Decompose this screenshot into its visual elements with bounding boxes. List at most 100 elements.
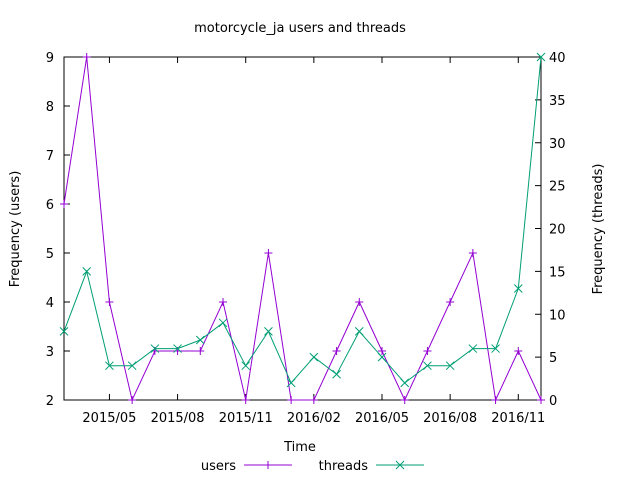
data-point-threads: [82, 267, 92, 276]
x-marker-b: [309, 352, 319, 362]
data-point-users: [400, 396, 409, 404]
x-marker-b: [423, 361, 432, 371]
data-point-users: [82, 53, 91, 61]
data-point-users: [514, 347, 523, 355]
x-marker-b: [491, 344, 500, 353]
x-marker-b: [354, 327, 364, 336]
x-marker-b: [218, 318, 228, 328]
chart-title: motorcycle_ja users and threads: [194, 21, 406, 36]
x-marker-b: [445, 361, 455, 371]
x-marker-b: [513, 284, 523, 293]
x-marker-b: [241, 361, 251, 371]
y-right-tick-label: 20: [549, 223, 566, 238]
data-point-users: [468, 249, 477, 257]
series-threads: [59, 52, 546, 388]
y-axis-left-label: Frequency (users): [8, 171, 23, 288]
data-point-threads: [173, 344, 182, 353]
data-point-users: [196, 347, 205, 355]
y-left-tick-label: 7: [46, 149, 54, 164]
y-left-tick-label: 2: [46, 394, 54, 409]
series-line-threads: [63, 56, 542, 384]
data-point-users: [309, 396, 318, 404]
y-left-tick-label: 6: [46, 198, 54, 213]
data-point-threads: [491, 344, 500, 353]
data-point-users: [355, 298, 364, 306]
data-point-threads: [445, 361, 455, 371]
data-point-users: [60, 200, 68, 208]
x-tick-label: 2016/11: [491, 411, 545, 426]
x-tick-label: 2016/08: [423, 411, 477, 426]
legend-marker-threads: [395, 460, 405, 470]
y-right-tick-label: 10: [549, 308, 566, 323]
x-tick-label: 2015/08: [151, 411, 205, 426]
x-marker-b: [173, 344, 182, 353]
y-right-tick-label: 15: [549, 265, 566, 280]
legend-marker-users: [264, 461, 272, 469]
data-point-users: [287, 396, 296, 404]
y-left-tick-label: 4: [46, 296, 54, 311]
x-marker-b: [127, 361, 137, 371]
legend-label-threads: threads: [319, 459, 369, 474]
y-right-tick-label: 40: [549, 51, 566, 66]
data-point-threads: [536, 52, 546, 62]
y-right-tick-label: 30: [549, 137, 566, 152]
data-point-threads: [105, 361, 114, 371]
data-point-threads: [195, 335, 205, 345]
y-axis-right-label: Frequency (threads): [591, 164, 606, 295]
x-marker-b: [150, 344, 160, 353]
data-point-threads: [127, 361, 137, 371]
data-point-threads: [241, 361, 251, 371]
plot-axes: [63, 56, 542, 401]
data-point-threads: [513, 284, 523, 293]
x-tick-label: 2015/11: [219, 411, 273, 426]
data-point-threads: [286, 378, 296, 388]
y-right-tick-label: 35: [549, 94, 566, 109]
x-marker-b: [395, 460, 405, 470]
y-right-tick-label: 0: [549, 394, 557, 409]
data-point-threads: [218, 318, 228, 328]
data-point-threads: [354, 327, 364, 336]
data-point-users: [378, 347, 386, 355]
data-point-threads: [423, 361, 432, 371]
x-tick-label: 2016/05: [355, 411, 409, 426]
axis-ticks: 2 3 4 5 6 7 8 9 0 5 10 15 20 25 30 35 40 2015/05 2015/08 20…: [46, 51, 566, 426]
y-left-tick-label: 5: [46, 247, 54, 262]
x-marker-b: [105, 361, 114, 371]
legend-label-users: users: [201, 459, 236, 474]
y-right-tick-label: 25: [549, 180, 566, 195]
data-point-threads: [377, 352, 387, 362]
x-axis-label: Time: [283, 440, 316, 455]
x-marker-b: [377, 352, 387, 362]
data-point-threads: [400, 378, 410, 388]
legend: users threads: [201, 459, 424, 474]
x-marker-b: [195, 335, 205, 345]
data-point-threads: [332, 369, 341, 379]
series-layer: [59, 52, 546, 404]
data-point-users: [128, 396, 137, 404]
x-marker-b: [286, 378, 296, 388]
data-point-threads: [264, 327, 273, 336]
data-point-users: [105, 298, 114, 306]
x-marker-b: [400, 378, 410, 388]
series-line-users: [63, 56, 542, 402]
plot-frame: [63, 56, 542, 401]
data-point-threads: [309, 352, 319, 362]
data-point-users: [537, 396, 545, 404]
y-left-tick-label: 3: [46, 345, 54, 360]
x-marker-b: [82, 267, 92, 276]
data-point-users: [219, 298, 227, 306]
y-left-tick-label: 8: [46, 100, 54, 115]
data-point-threads: [150, 344, 160, 353]
data-point-users: [491, 396, 500, 404]
y-left-tick-label: 9: [46, 51, 54, 66]
x-tick-label: 2015/05: [82, 411, 136, 426]
data-point-users: [241, 396, 250, 404]
x-marker-b: [59, 327, 69, 336]
data-point-users: [446, 298, 455, 306]
data-point-threads: [59, 327, 69, 336]
series-users: [60, 53, 545, 404]
x-marker-b: [264, 327, 273, 336]
data-point-users: [264, 249, 273, 257]
y-right-tick-label: 5: [549, 351, 557, 366]
